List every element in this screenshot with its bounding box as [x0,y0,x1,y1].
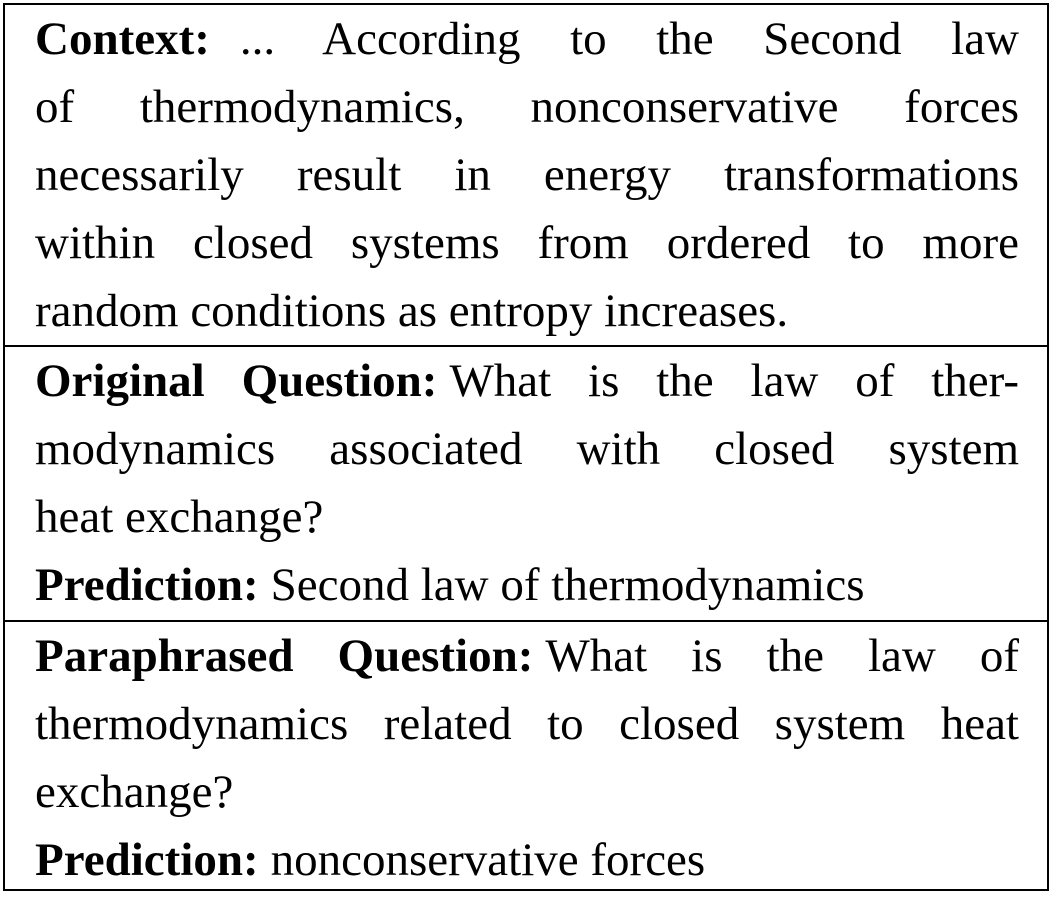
paraphrased-section: Paraphrased Question: What is the law of … [5,622,1047,891]
context-paragraph: Context:... According to the Second law … [35,5,1019,345]
paraphrased-question: Paraphrased Question: What is the law of … [35,622,1019,826]
context-text-line: ... According to the Second law [239,13,1019,65]
original-question-label: Original Question: [35,355,438,407]
original-question-line-1: Original Question: What is the law of the… [35,347,1019,415]
paraphrased-prediction-label: Prediction: [35,834,259,886]
original-question: Original Question: What is the law of the… [35,347,1019,551]
context-text-line: necessarily result in energy transformat… [35,149,1019,201]
paraphrased-question-text-line: What is the law of [545,630,1019,682]
original-prediction-label: Prediction: [35,559,259,611]
paraphrased-question-line-1: Paraphrased Question: What is the law of [35,622,1019,690]
context-section: Context:... According to the Second law … [5,5,1047,347]
paraphrased-prediction: Prediction: nonconservative forces [35,826,1019,894]
original-prediction-line: Prediction: Second law of thermodynamics [35,551,1019,619]
paraphrased-prediction-value: nonconservative forces [270,834,706,886]
original-question-text-line: heat exchange? [35,491,324,543]
context-text-line: of thermodynamics, nonconservative force… [35,81,1019,133]
context-label: Context: [35,13,210,65]
example-table: Context:... According to the Second law … [3,3,1049,891]
context-text-line: within closed systems from ordered to mo… [35,217,1019,269]
original-question-text-line: What is the law of ther- [449,355,1019,407]
context-line-1: Context: ... According to the Second law [35,5,1019,73]
original-section: Original Question: What is the law of the… [5,347,1047,622]
context-text-line: random conditions as entropy increases. [35,285,789,337]
paraphrased-question-text-line: thermodynamics related to closed system … [35,698,1019,750]
original-question-text-line: modynamics associated with closed system [35,423,1019,475]
original-prediction: Prediction: Second law of thermodynamics [35,551,1019,619]
paraphrased-prediction-line: Prediction: nonconservative forces [35,826,1019,894]
paraphrased-question-text-line: exchange? [35,766,234,818]
original-prediction-value: Second law of thermodynamics [270,559,865,611]
paraphrased-question-label: Paraphrased Question: [35,630,534,682]
